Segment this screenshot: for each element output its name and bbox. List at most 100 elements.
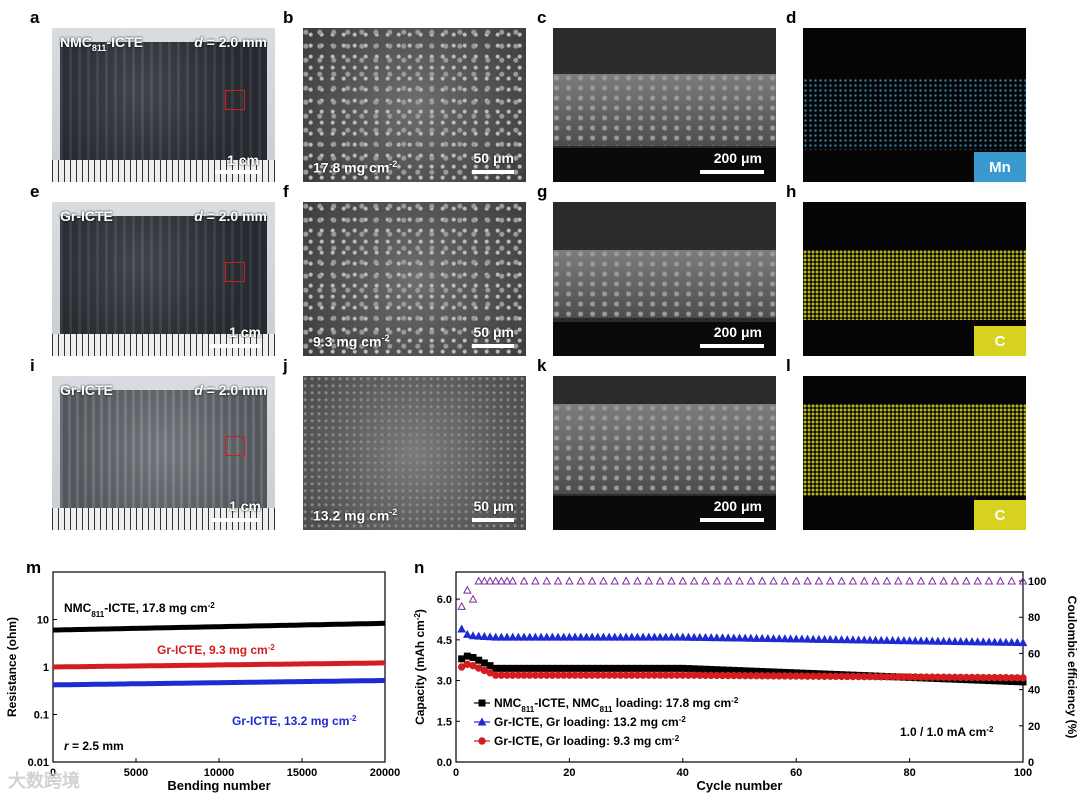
data-point — [825, 576, 835, 585]
loading-label: 9.3 mg cm-2 — [313, 333, 390, 350]
data-point — [491, 632, 501, 641]
data-point — [814, 576, 824, 585]
data-point — [497, 632, 506, 641]
panel-label-m: m — [26, 558, 42, 577]
data-point — [905, 636, 914, 645]
data-point — [509, 664, 517, 672]
loading-label: 13.2 mg cm-2 — [313, 507, 398, 524]
panel-label-n: n — [414, 558, 425, 577]
resistance-chart: 0 5000 10000 15000 20000 0.01 0.1 1 10 Bending nu… — [5, 571, 400, 793]
data-point — [893, 576, 903, 585]
data-point — [995, 637, 1005, 646]
data-point — [769, 576, 778, 585]
series-line — [52, 660, 385, 670]
data-point — [599, 664, 607, 672]
series-line — [52, 678, 385, 688]
data-point — [519, 632, 529, 641]
data-point — [667, 664, 675, 672]
data-point — [786, 634, 795, 643]
photo-nmc811-icte: NMC811-ICTE d = 2.0 mm 1 cm — [52, 28, 275, 182]
data-point — [899, 636, 909, 645]
data-point — [780, 576, 790, 585]
data-point — [774, 634, 784, 643]
data-point — [514, 632, 523, 641]
data-point — [463, 652, 471, 660]
data-point — [553, 632, 563, 641]
x-tick-label: 80 — [903, 767, 915, 779]
data-point — [723, 633, 733, 642]
data-point — [859, 635, 869, 644]
data-point — [735, 576, 744, 585]
data-point — [939, 576, 948, 585]
sem-cross-section-c: 200 μm — [553, 28, 776, 182]
data-point — [519, 576, 529, 585]
data-point — [1007, 637, 1016, 646]
data-point — [746, 633, 756, 642]
data-point — [791, 576, 801, 585]
data-point — [740, 633, 750, 642]
data-point — [503, 664, 511, 672]
data-point — [939, 636, 948, 645]
eds-map-c-1: C — [803, 202, 1026, 356]
zoom-box — [225, 90, 245, 110]
data-point — [967, 637, 977, 646]
data-point — [893, 636, 903, 645]
y-tick-label: 1 — [43, 662, 49, 674]
data-point — [627, 632, 637, 641]
data-point — [655, 576, 665, 585]
data-point — [611, 664, 619, 672]
data-point — [950, 636, 960, 645]
data-point — [763, 633, 773, 642]
data-point — [865, 635, 875, 644]
data-point — [984, 637, 994, 646]
data-point — [757, 576, 767, 585]
data-point — [859, 576, 869, 585]
data-point — [933, 636, 943, 645]
data-point — [701, 576, 710, 585]
data-point — [831, 635, 841, 644]
x-tick-label: 10000 — [204, 767, 235, 779]
data-point — [871, 576, 880, 585]
data-point — [548, 664, 556, 672]
data-point — [797, 634, 807, 643]
data-point — [502, 576, 512, 585]
scale-bar — [700, 344, 764, 348]
element-tag: Mn — [974, 152, 1026, 182]
data-point — [848, 576, 858, 585]
data-point — [769, 634, 778, 643]
x-axis-label: Cycle number — [697, 778, 783, 793]
x-tick-label: 0 — [50, 767, 56, 779]
data-point — [712, 576, 722, 585]
thickness-label: d = 2.0 mm — [194, 34, 267, 50]
data-point — [582, 664, 590, 672]
data-point — [910, 636, 920, 645]
data-point — [820, 634, 829, 643]
y2-tick-label: 80 — [1028, 612, 1040, 624]
sem-surface-f: 9.3 mg cm-2 50 μm — [303, 202, 526, 356]
data-point — [706, 633, 716, 642]
data-point — [854, 635, 863, 644]
data-point — [536, 632, 546, 641]
data-point — [457, 601, 467, 610]
data-point — [803, 634, 812, 643]
panel-label-d: d — [786, 8, 797, 27]
data-point — [1018, 638, 1028, 647]
data-point — [610, 632, 620, 641]
data-point — [491, 576, 501, 585]
panel-label-f: f — [283, 182, 289, 201]
data-point — [842, 635, 852, 644]
data-point — [554, 664, 562, 672]
panel-label-a: a — [30, 8, 40, 27]
data-point — [588, 664, 596, 672]
data-point — [922, 636, 931, 645]
data-point — [565, 576, 574, 585]
data-point — [712, 633, 722, 642]
data-point — [690, 665, 698, 673]
data-point — [559, 632, 569, 641]
data-point — [480, 659, 488, 667]
data-point — [1012, 637, 1022, 646]
data-point — [485, 632, 495, 641]
data-point — [605, 664, 613, 672]
data-point — [610, 576, 620, 585]
data-point — [1001, 637, 1011, 646]
